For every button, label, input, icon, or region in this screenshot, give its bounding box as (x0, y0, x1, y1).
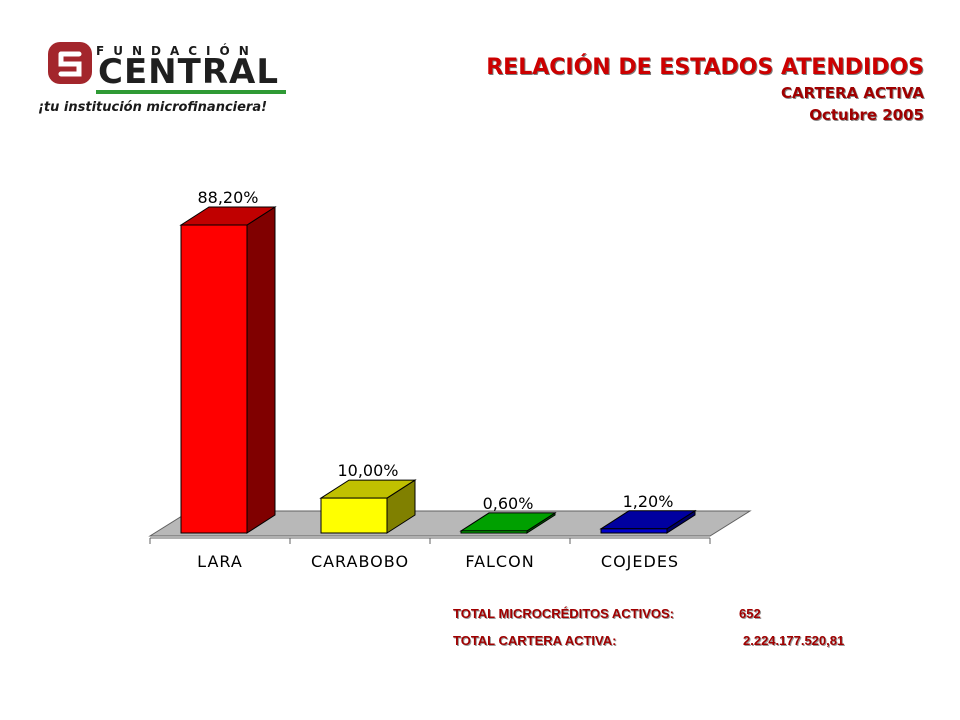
data-label: 88,20% (197, 188, 258, 207)
page-period: Octubre 2005 (809, 106, 924, 124)
bar-cojedes (599, 509, 697, 534)
logo-tagline: ¡tu institución microfinanciera! (38, 100, 268, 115)
data-label: 0,60% (483, 494, 534, 513)
page-subtitle: CARTERA ACTIVA (781, 84, 924, 102)
logo: FUNDACIÓN CENTRAL ¡tu institución microf… (38, 34, 298, 124)
x-tick-label: FALCON (465, 552, 534, 571)
x-tick-label: LARA (197, 552, 243, 571)
bar-front (460, 530, 528, 534)
bar-lara (179, 206, 277, 534)
chart-floor (148, 510, 752, 537)
x-tick-label: COJEDES (601, 552, 679, 571)
totals-microcreditos-value: 652 (739, 606, 761, 621)
bar-front (320, 497, 388, 534)
logo-mark-icon (48, 42, 92, 84)
header: RELACIÓN DE ESTADOS ATENDIDOS CARTERA AC… (486, 54, 924, 126)
bar-front (600, 528, 668, 534)
bar-falcon (459, 511, 557, 534)
totals-cartera-value: 2.224.177.520,81 (743, 633, 845, 648)
bar-front (180, 224, 248, 534)
logo-fundacion: FUNDACIÓN (96, 44, 258, 58)
logo-central: CENTRAL (98, 52, 279, 92)
bar-carabobo (319, 479, 417, 534)
x-tick-label: CARABOBO (311, 552, 409, 571)
totals-microcreditos-label: TOTAL MICROCRÉDITOS ACTIVOS: (453, 606, 675, 621)
logo-underline (96, 90, 286, 94)
totals-cartera-label: TOTAL CARTERA ACTIVA: (453, 633, 617, 648)
bar-side (246, 206, 276, 534)
page-title: RELACIÓN DE ESTADOS ATENDIDOS (486, 55, 924, 80)
data-label: 1,20% (623, 492, 674, 511)
data-label: 10,00% (337, 461, 398, 480)
